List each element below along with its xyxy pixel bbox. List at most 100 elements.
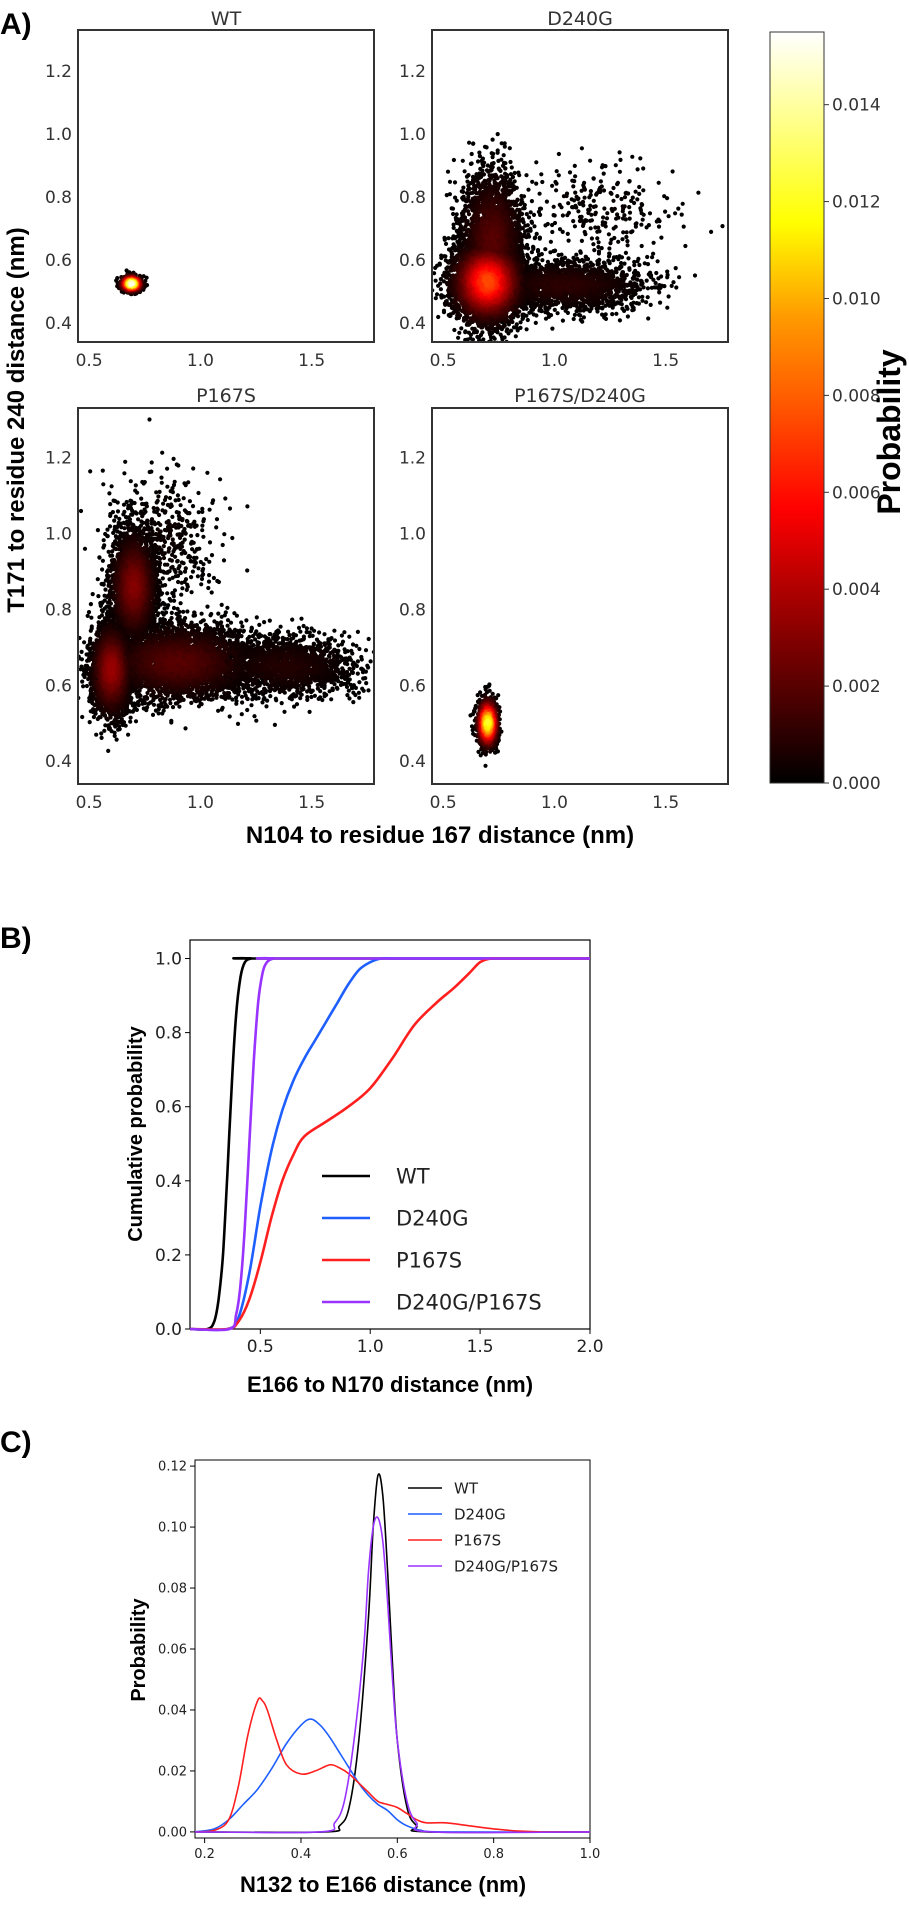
scatter-point [649,285,654,290]
subplot-title-p167s-d240g: P167S/D240G [514,385,646,407]
scatter-point [629,230,634,235]
scatter-wt [114,268,150,297]
scatter-point [509,318,514,323]
scatter-point [496,158,501,163]
scatter-point [525,317,530,323]
scatter-point [640,298,645,303]
scatter-point [466,173,471,178]
scatter-point [463,317,468,322]
scatter-point [450,206,456,211]
scatter-point [583,232,588,237]
subplot-title-d240g: D240G [547,8,613,30]
scatter-point [579,146,585,151]
scatter-point [453,248,458,253]
scatter-point [509,328,514,333]
scatter-point [524,290,530,295]
scatter-point [653,280,658,286]
scatter-point [484,168,490,173]
scatter-point [461,189,466,194]
scatter-point [484,346,488,350]
scatter-point [534,268,539,274]
scatter-point [544,277,550,282]
scatter-point [624,230,629,235]
scatter-point [618,157,623,162]
scatter-point [520,312,525,317]
scatter-point [532,257,537,262]
scatter-point [556,300,561,305]
scatter-point [613,278,619,283]
scatter-point [530,179,535,184]
scatter-point [552,248,558,253]
scatter-point [471,180,476,185]
scatter-point [665,196,670,201]
scatter-point [591,176,596,181]
scatter-point [526,187,531,192]
scatter-point [535,257,540,262]
scatter-point [613,266,619,271]
scatter-point [471,141,476,146]
scatter-point [577,201,582,206]
scatter-point [648,270,653,275]
scatter-point [645,295,650,300]
scatter-point [514,322,519,327]
scatter-point [576,209,581,214]
scatter-point [455,218,461,223]
scatter-point [683,243,688,249]
scatter-point [466,330,471,335]
scatter-point [665,305,670,310]
scatter-point [447,313,452,319]
scatter-point [454,212,459,217]
scatter-point [641,212,646,217]
scatter-point [588,203,593,208]
scatter-point [566,201,571,206]
scatter-point [503,171,508,176]
scatter-point [526,215,532,220]
scatter-point [583,268,589,273]
scatter-point [651,251,656,256]
scatter-point [533,320,538,325]
scatter-point [529,219,534,224]
scatter-point [681,224,686,229]
scatter-point [629,295,634,300]
scatter-point [554,169,559,174]
scatter-point [452,244,457,249]
scatter-point [496,191,501,196]
scatter-point [495,150,500,155]
scatter-point [529,280,534,286]
scatter-point [489,345,493,349]
scatter-point [635,167,640,172]
scatter-point [528,210,533,215]
scatter-point [446,236,451,241]
scatter-point [475,334,480,339]
scatter-point [571,316,576,322]
scatter-point [627,179,632,184]
scatter-point [489,184,494,189]
scatter-point [616,257,621,262]
scatter-point [477,171,482,176]
scatter-point [615,194,620,199]
scatter-point [613,163,618,168]
scatter-point [505,327,510,332]
scatter-point [630,195,635,200]
scatter-point [510,212,515,217]
scatter-point [589,212,594,217]
scatter-point [673,211,678,216]
scatter-point [549,298,554,303]
scatter-point [588,189,594,194]
scatter-point [480,172,486,177]
scatter-point [490,346,494,350]
scatter-point [542,288,548,293]
scatter-point [517,224,522,229]
scatter-point [623,289,629,294]
scatter-point [441,308,447,313]
scatter-point [451,222,456,227]
scatter-point [481,163,486,169]
scatter-point [462,237,467,242]
scatter-point [521,306,526,311]
scatter-point [554,181,559,186]
scatter-point [648,302,653,307]
scatter-point [606,258,611,263]
scatter-point [617,169,623,174]
scatter-point [676,206,681,211]
scatter-point [623,250,629,255]
